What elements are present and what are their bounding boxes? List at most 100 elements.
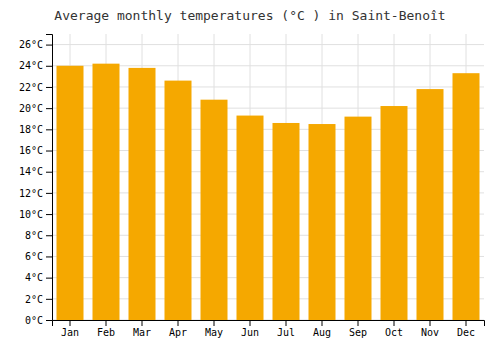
tick-mark bbox=[46, 129, 52, 130]
chart: Average monthly temperatures (°C ) in Sa… bbox=[0, 0, 500, 350]
tick-mark bbox=[142, 320, 143, 326]
tick-label: 6°C bbox=[25, 251, 43, 262]
axis-line bbox=[46, 35, 53, 321]
tick-label: Sep bbox=[349, 327, 367, 338]
title: Average monthly temperatures (°C ) in Sa… bbox=[54, 8, 445, 23]
tick: 18°C bbox=[19, 124, 52, 135]
tick-label: 20°C bbox=[19, 103, 43, 114]
tick-label: Apr bbox=[169, 327, 187, 338]
tick-label: Oct bbox=[385, 327, 403, 338]
bar bbox=[381, 106, 408, 320]
tick-label: Mar bbox=[133, 327, 151, 338]
tick-mark bbox=[46, 66, 52, 67]
tick-label: Jan bbox=[61, 327, 79, 338]
bar bbox=[165, 81, 192, 320]
axis-line bbox=[53, 321, 485, 327]
tick-label: 4°C bbox=[25, 272, 43, 283]
tick-label: 0°C bbox=[25, 315, 43, 326]
tick-mark bbox=[46, 235, 52, 236]
tick-mark bbox=[178, 320, 179, 326]
tick-mark bbox=[106, 320, 107, 326]
tick: 10°C bbox=[19, 209, 52, 220]
tick-mark bbox=[46, 256, 52, 257]
tick: 6°C bbox=[25, 251, 52, 262]
tick-label: Jun bbox=[241, 327, 259, 338]
tick-mark bbox=[250, 320, 251, 326]
tick-mark bbox=[46, 108, 52, 109]
bar bbox=[93, 64, 120, 320]
tick: Jun bbox=[241, 320, 259, 338]
bar bbox=[237, 116, 264, 320]
bar bbox=[453, 73, 480, 320]
tick: 0°C bbox=[25, 315, 52, 326]
tick-label: 14°C bbox=[19, 166, 43, 177]
tick-label: 26°C bbox=[19, 39, 43, 50]
tick: Sep bbox=[349, 320, 367, 338]
bar bbox=[201, 100, 228, 320]
tick-mark bbox=[46, 320, 52, 321]
tick-mark bbox=[46, 193, 52, 194]
tick: 14°C bbox=[19, 166, 52, 177]
tick-label: Aug bbox=[313, 327, 331, 338]
tick-mark bbox=[430, 320, 431, 326]
bar bbox=[57, 66, 84, 320]
tick-label: Dec bbox=[457, 327, 475, 338]
tick: Jul bbox=[277, 320, 295, 338]
tick: Apr bbox=[169, 320, 187, 338]
bar bbox=[273, 123, 300, 320]
tick-mark bbox=[286, 320, 287, 326]
bar bbox=[309, 124, 336, 320]
tick: 12°C bbox=[19, 188, 52, 199]
bar bbox=[417, 89, 444, 320]
tick: 16°C bbox=[19, 145, 52, 156]
tick-mark bbox=[46, 151, 52, 152]
tick: Jan bbox=[61, 320, 79, 338]
tick: Nov bbox=[421, 320, 439, 338]
tick-mark bbox=[46, 299, 52, 300]
tick-mark bbox=[322, 320, 323, 326]
tick-label: 24°C bbox=[19, 60, 43, 71]
tick-mark bbox=[46, 87, 52, 88]
tick-label: 10°C bbox=[19, 209, 43, 220]
bars bbox=[57, 64, 480, 320]
tick-label: 22°C bbox=[19, 82, 43, 93]
tick-label: Jul bbox=[277, 327, 295, 338]
tick-mark bbox=[214, 320, 215, 326]
tick-mark bbox=[46, 278, 52, 279]
tick-mark bbox=[46, 45, 52, 46]
y-axis: 0°C 2°C 4°C 6°C 8°C 10°C 12°C 14°C 16°C 18°C 20°C 2… bbox=[19, 35, 53, 326]
tick-mark bbox=[358, 320, 359, 326]
tick-mark bbox=[466, 320, 467, 326]
tick-label: 18°C bbox=[19, 124, 43, 135]
tick: Dec bbox=[457, 320, 475, 338]
tick-label: 16°C bbox=[19, 145, 43, 156]
grid bbox=[52, 34, 484, 320]
plot: Jan Feb Mar Apr May Jun Jul Aug Sep Oct Nov Dec 0°C 2… bbox=[19, 34, 485, 338]
tick-label: Feb bbox=[97, 327, 115, 338]
tick: 24°C bbox=[19, 60, 52, 71]
tick: 4°C bbox=[25, 272, 52, 283]
tick-mark bbox=[46, 172, 52, 173]
tick-label: 2°C bbox=[25, 294, 43, 305]
tick-mark bbox=[70, 320, 71, 326]
tick: Oct bbox=[385, 320, 403, 338]
tick-label: 8°C bbox=[25, 230, 43, 241]
tick: Feb bbox=[97, 320, 115, 338]
tick: Mar bbox=[133, 320, 151, 338]
tick: 2°C bbox=[25, 294, 52, 305]
tick: 22°C bbox=[19, 82, 52, 93]
bar bbox=[345, 117, 372, 320]
tick: Aug bbox=[313, 320, 331, 338]
tick-label: May bbox=[205, 327, 223, 338]
tick: 26°C bbox=[19, 39, 52, 50]
x-axis: Jan Feb Mar Apr May Jun Jul Aug Sep Oct Nov Dec bbox=[53, 320, 485, 338]
tick: 20°C bbox=[19, 103, 52, 114]
tick-label: 12°C bbox=[19, 188, 43, 199]
tick-label: Nov bbox=[421, 327, 439, 338]
tick-mark bbox=[46, 214, 52, 215]
tick: May bbox=[205, 320, 223, 338]
tick-mark bbox=[394, 320, 395, 326]
grid-line bbox=[52, 44, 484, 45]
bar bbox=[129, 68, 156, 320]
tick: 8°C bbox=[25, 230, 52, 241]
